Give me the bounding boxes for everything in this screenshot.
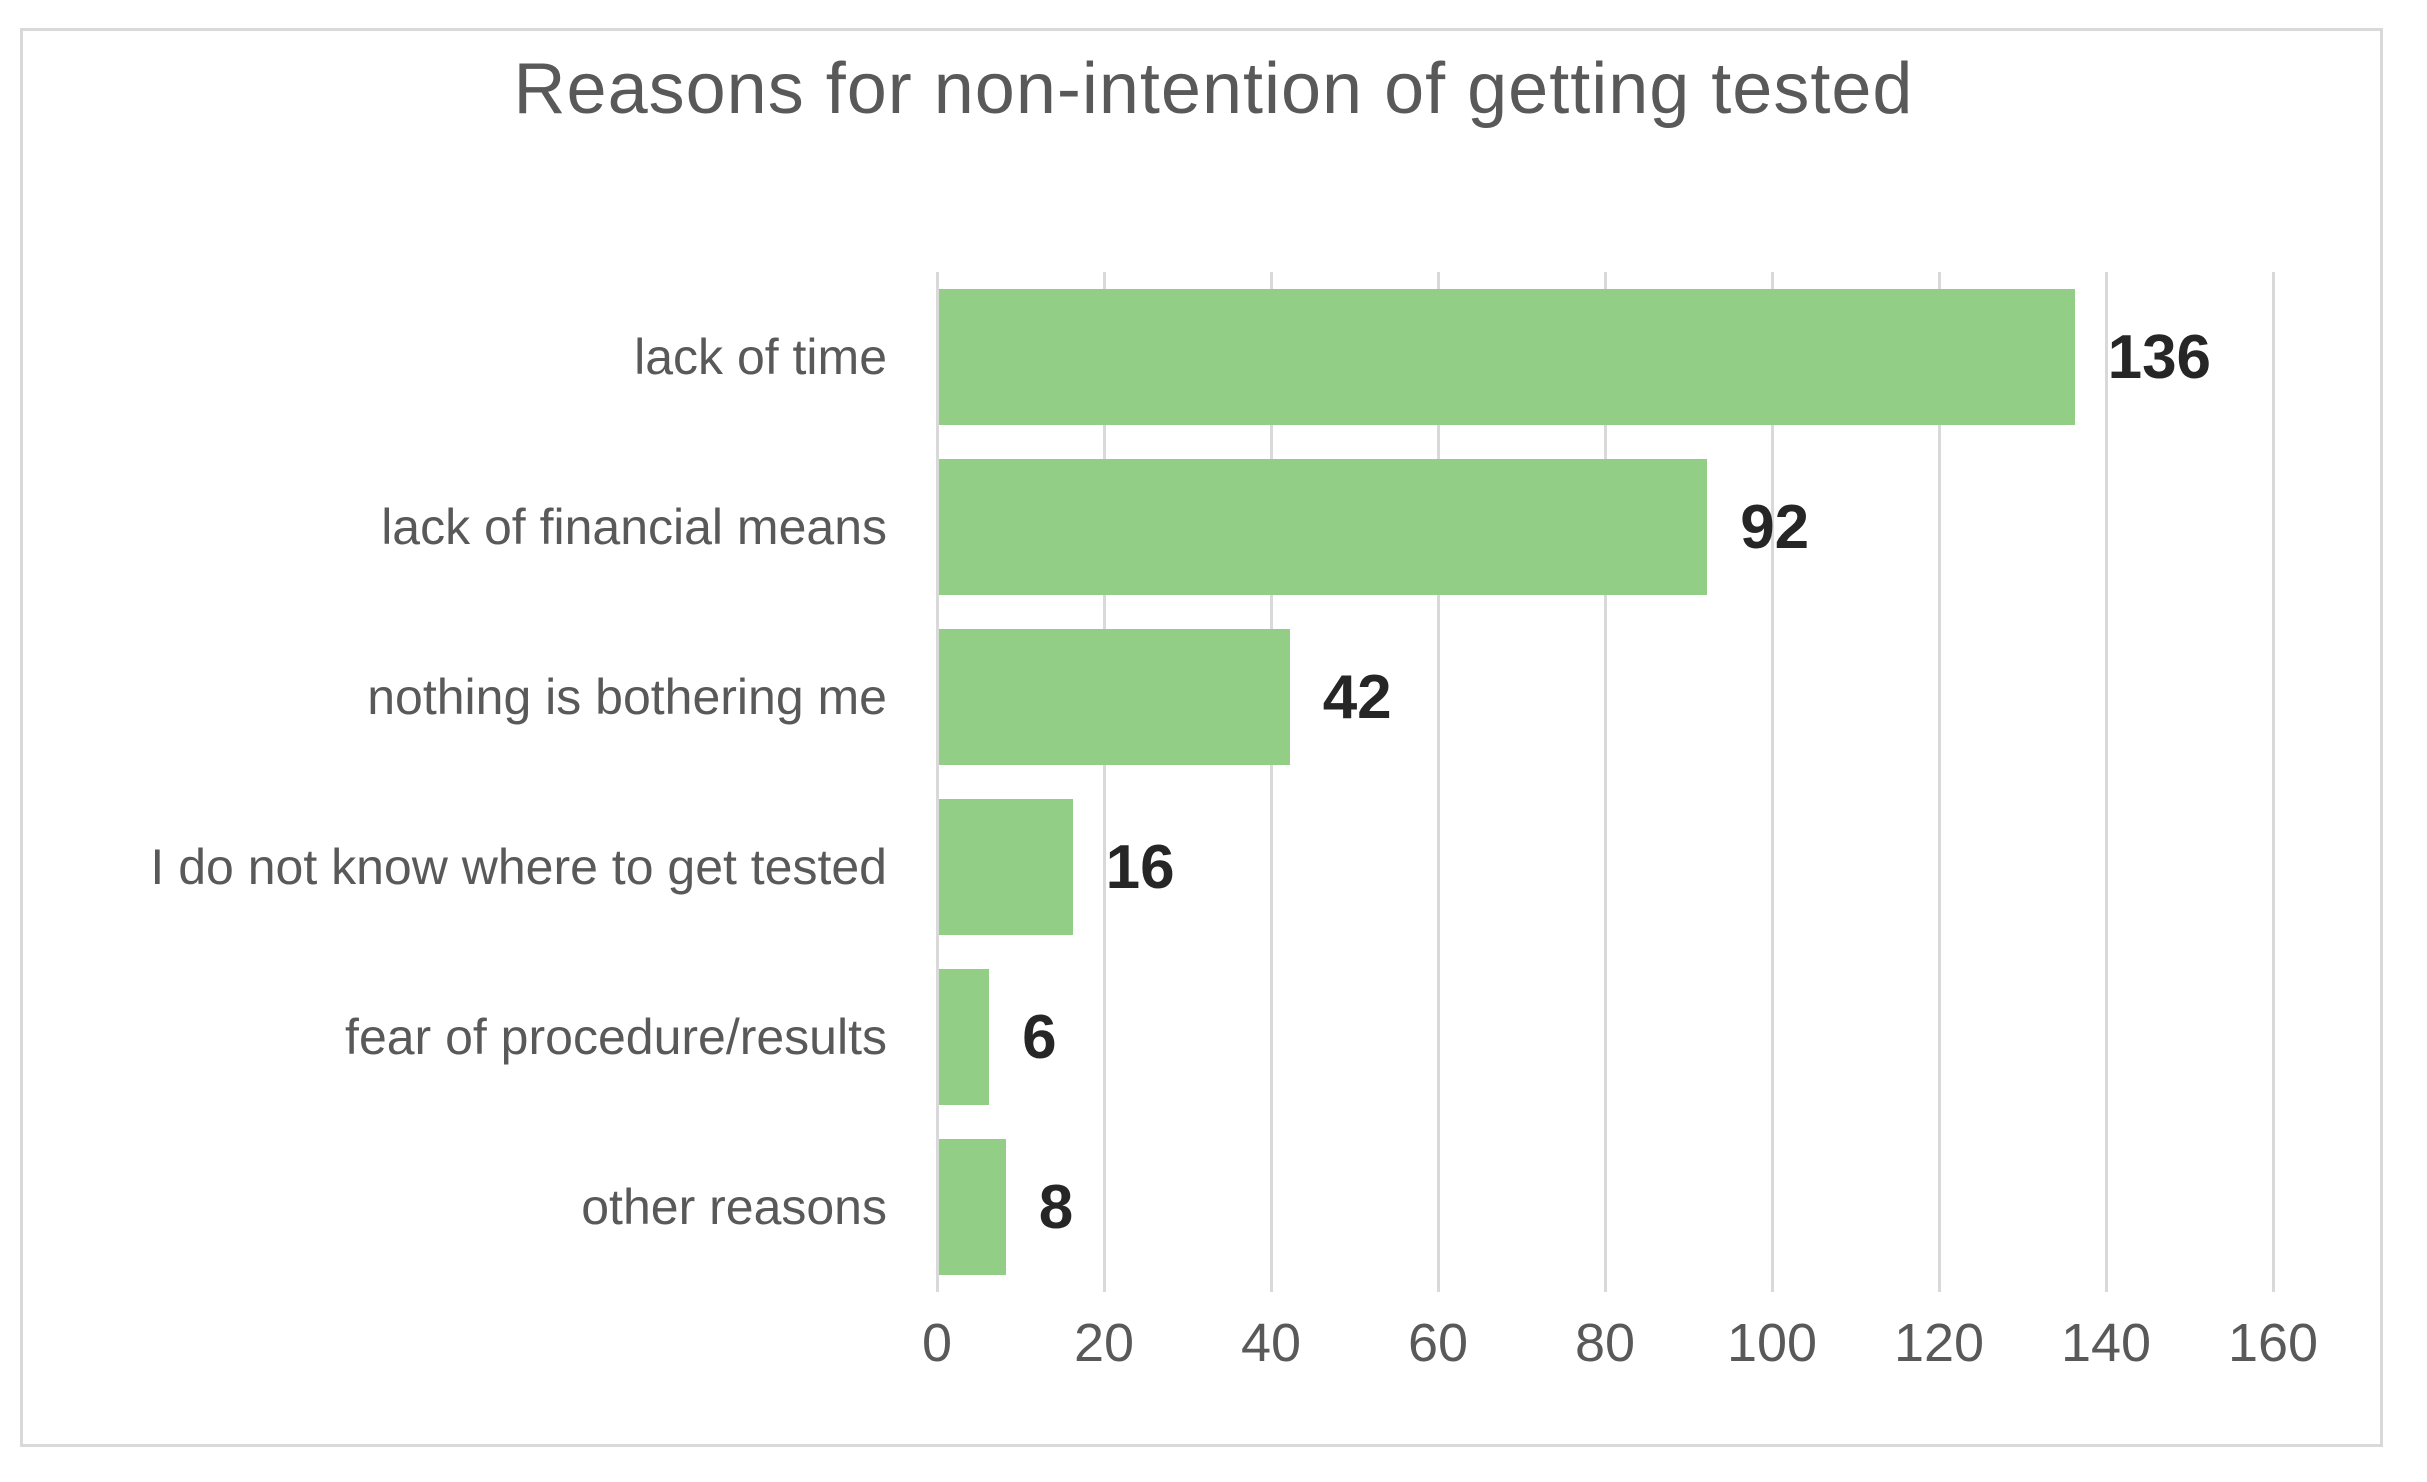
plot-area — [935, 272, 2275, 1292]
value-label: 8 — [1038, 1172, 1074, 1242]
value-label: 42 — [1322, 662, 1392, 732]
tick-label: 0 — [921, 1313, 953, 1373]
tick-label: 20 — [1073, 1313, 1135, 1373]
tick-label: 160 — [2227, 1313, 2319, 1373]
tick-label: 120 — [1893, 1313, 1985, 1373]
gridline — [1937, 272, 1941, 1292]
bar — [939, 1139, 1006, 1275]
gridline — [1102, 272, 1106, 1292]
category-label: fear of procedure/results — [345, 1009, 887, 1065]
gridline — [2104, 272, 2108, 1292]
bar — [939, 969, 990, 1105]
bar — [939, 289, 2075, 425]
value-label: 16 — [1105, 832, 1175, 902]
gridline — [1436, 272, 1440, 1292]
bar — [939, 799, 1073, 935]
gridline — [2271, 272, 2275, 1292]
value-axis: 0 20 40 60 80 100 120 140 160 — [0, 1312, 2427, 1402]
tick-label: 40 — [1240, 1313, 1302, 1373]
category-label: lack of time — [634, 329, 887, 385]
tick-label: 140 — [2060, 1313, 2152, 1373]
category-label: I do not know where to get tested — [150, 839, 887, 895]
value-label: 6 — [1022, 1002, 1057, 1072]
category-label: lack of financial means — [381, 499, 887, 555]
gridline — [1603, 272, 1607, 1292]
gridline — [1269, 272, 1273, 1292]
bar — [939, 629, 1290, 765]
tick-label: 100 — [1726, 1313, 1818, 1373]
value-label: 92 — [1740, 492, 1810, 562]
category-label: nothing is bothering me — [367, 669, 887, 725]
gridline — [1770, 272, 1774, 1292]
gridline — [935, 272, 939, 1292]
tick-label: 80 — [1574, 1313, 1636, 1373]
bar — [939, 459, 1708, 595]
chart-title: Reasons for non-intention of getting tes… — [513, 49, 1914, 129]
category-label: other reasons — [581, 1179, 887, 1235]
value-label: 136 — [2107, 322, 2212, 392]
category-axis: lack of time lack of financial means nothi… — [0, 272, 887, 1292]
tick-label: 60 — [1407, 1313, 1469, 1373]
